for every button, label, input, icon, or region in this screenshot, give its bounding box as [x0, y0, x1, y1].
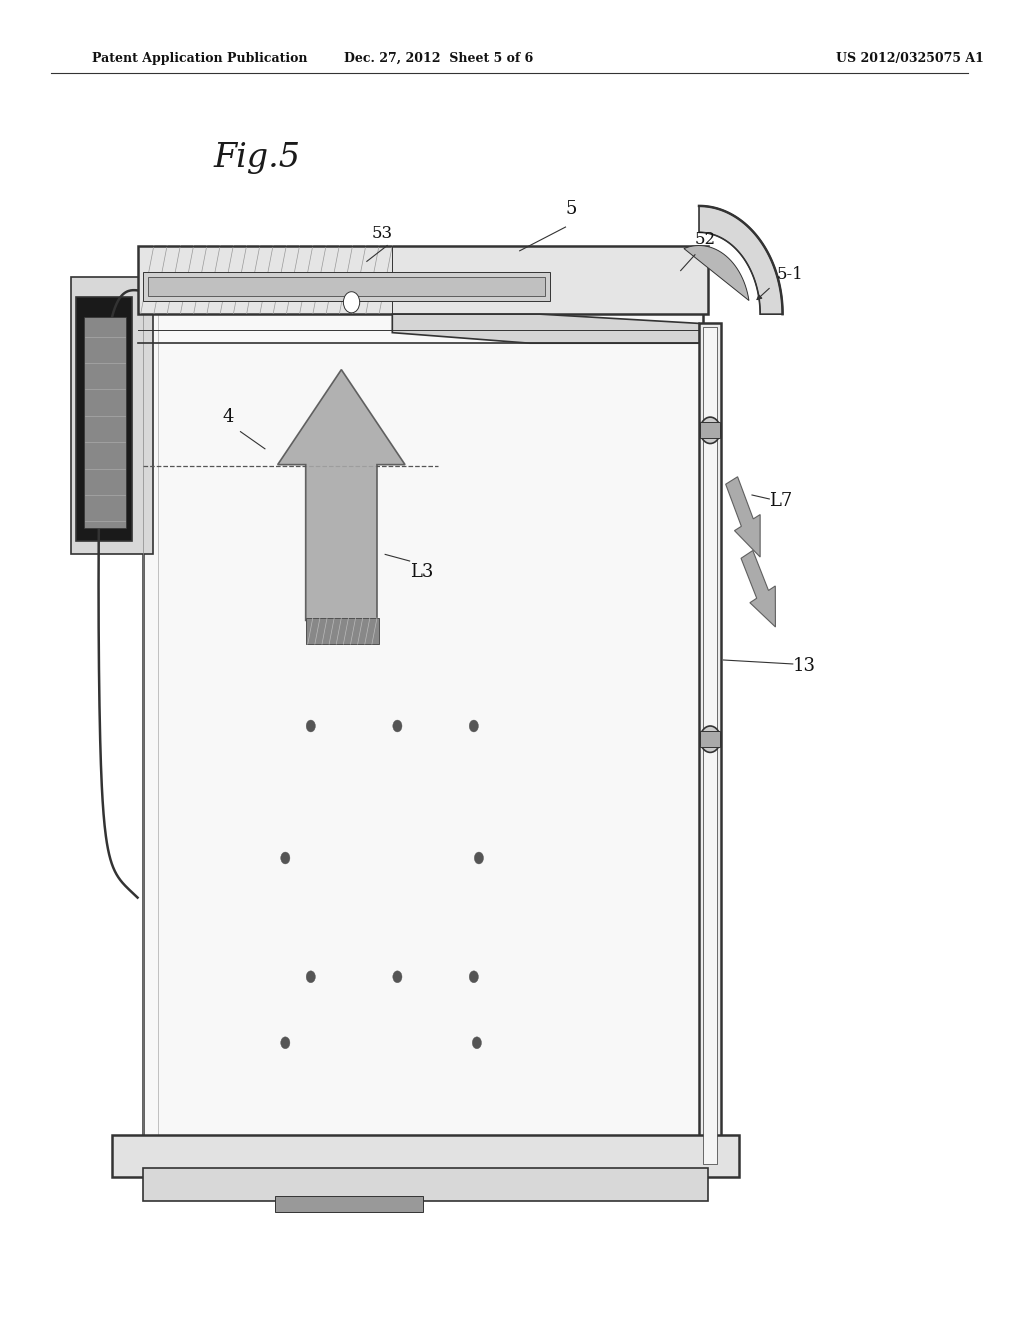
Bar	[700, 731, 721, 747]
Text: US 2012/0325075 A1: US 2012/0325075 A1	[836, 51, 983, 65]
Bar	[142, 1168, 709, 1201]
Circle shape	[393, 972, 402, 982]
Bar	[84, 317, 126, 528]
Circle shape	[393, 721, 402, 731]
Circle shape	[474, 853, 483, 865]
Text: 4: 4	[222, 408, 233, 426]
Text: 5: 5	[565, 199, 577, 218]
Circle shape	[472, 1038, 481, 1048]
Bar	[306, 618, 379, 644]
Bar	[72, 277, 153, 554]
Text: 13: 13	[793, 656, 816, 675]
Circle shape	[700, 417, 721, 444]
Polygon shape	[726, 477, 760, 557]
Bar	[700, 422, 721, 438]
Bar	[112, 1135, 738, 1177]
Bar	[142, 272, 550, 301]
Text: 53: 53	[372, 224, 393, 242]
Polygon shape	[699, 206, 782, 314]
Bar	[703, 327, 718, 1164]
Circle shape	[700, 726, 721, 752]
Polygon shape	[684, 246, 749, 301]
Bar	[142, 290, 703, 1175]
Text: Patent Application Publication: Patent Application Publication	[92, 51, 307, 65]
Text: 5-1: 5-1	[776, 265, 803, 282]
Text: L7: L7	[769, 491, 793, 510]
Circle shape	[469, 972, 478, 982]
Bar	[137, 246, 709, 314]
Text: Fig.5: Fig.5	[214, 143, 301, 174]
Circle shape	[469, 721, 478, 731]
Bar	[147, 277, 545, 296]
Circle shape	[306, 972, 315, 982]
Circle shape	[281, 1038, 290, 1048]
Circle shape	[281, 853, 290, 865]
Circle shape	[343, 292, 359, 313]
Polygon shape	[741, 550, 775, 627]
Polygon shape	[392, 314, 699, 343]
Bar	[699, 323, 722, 1168]
Text: Dec. 27, 2012  Sheet 5 of 6: Dec. 27, 2012 Sheet 5 of 6	[343, 51, 532, 65]
Circle shape	[306, 721, 315, 731]
Bar	[137, 246, 392, 314]
Bar	[275, 1196, 423, 1212]
Text: 52: 52	[695, 231, 716, 248]
Bar	[77, 297, 132, 541]
Polygon shape	[278, 370, 406, 620]
Text: L3: L3	[410, 562, 433, 581]
